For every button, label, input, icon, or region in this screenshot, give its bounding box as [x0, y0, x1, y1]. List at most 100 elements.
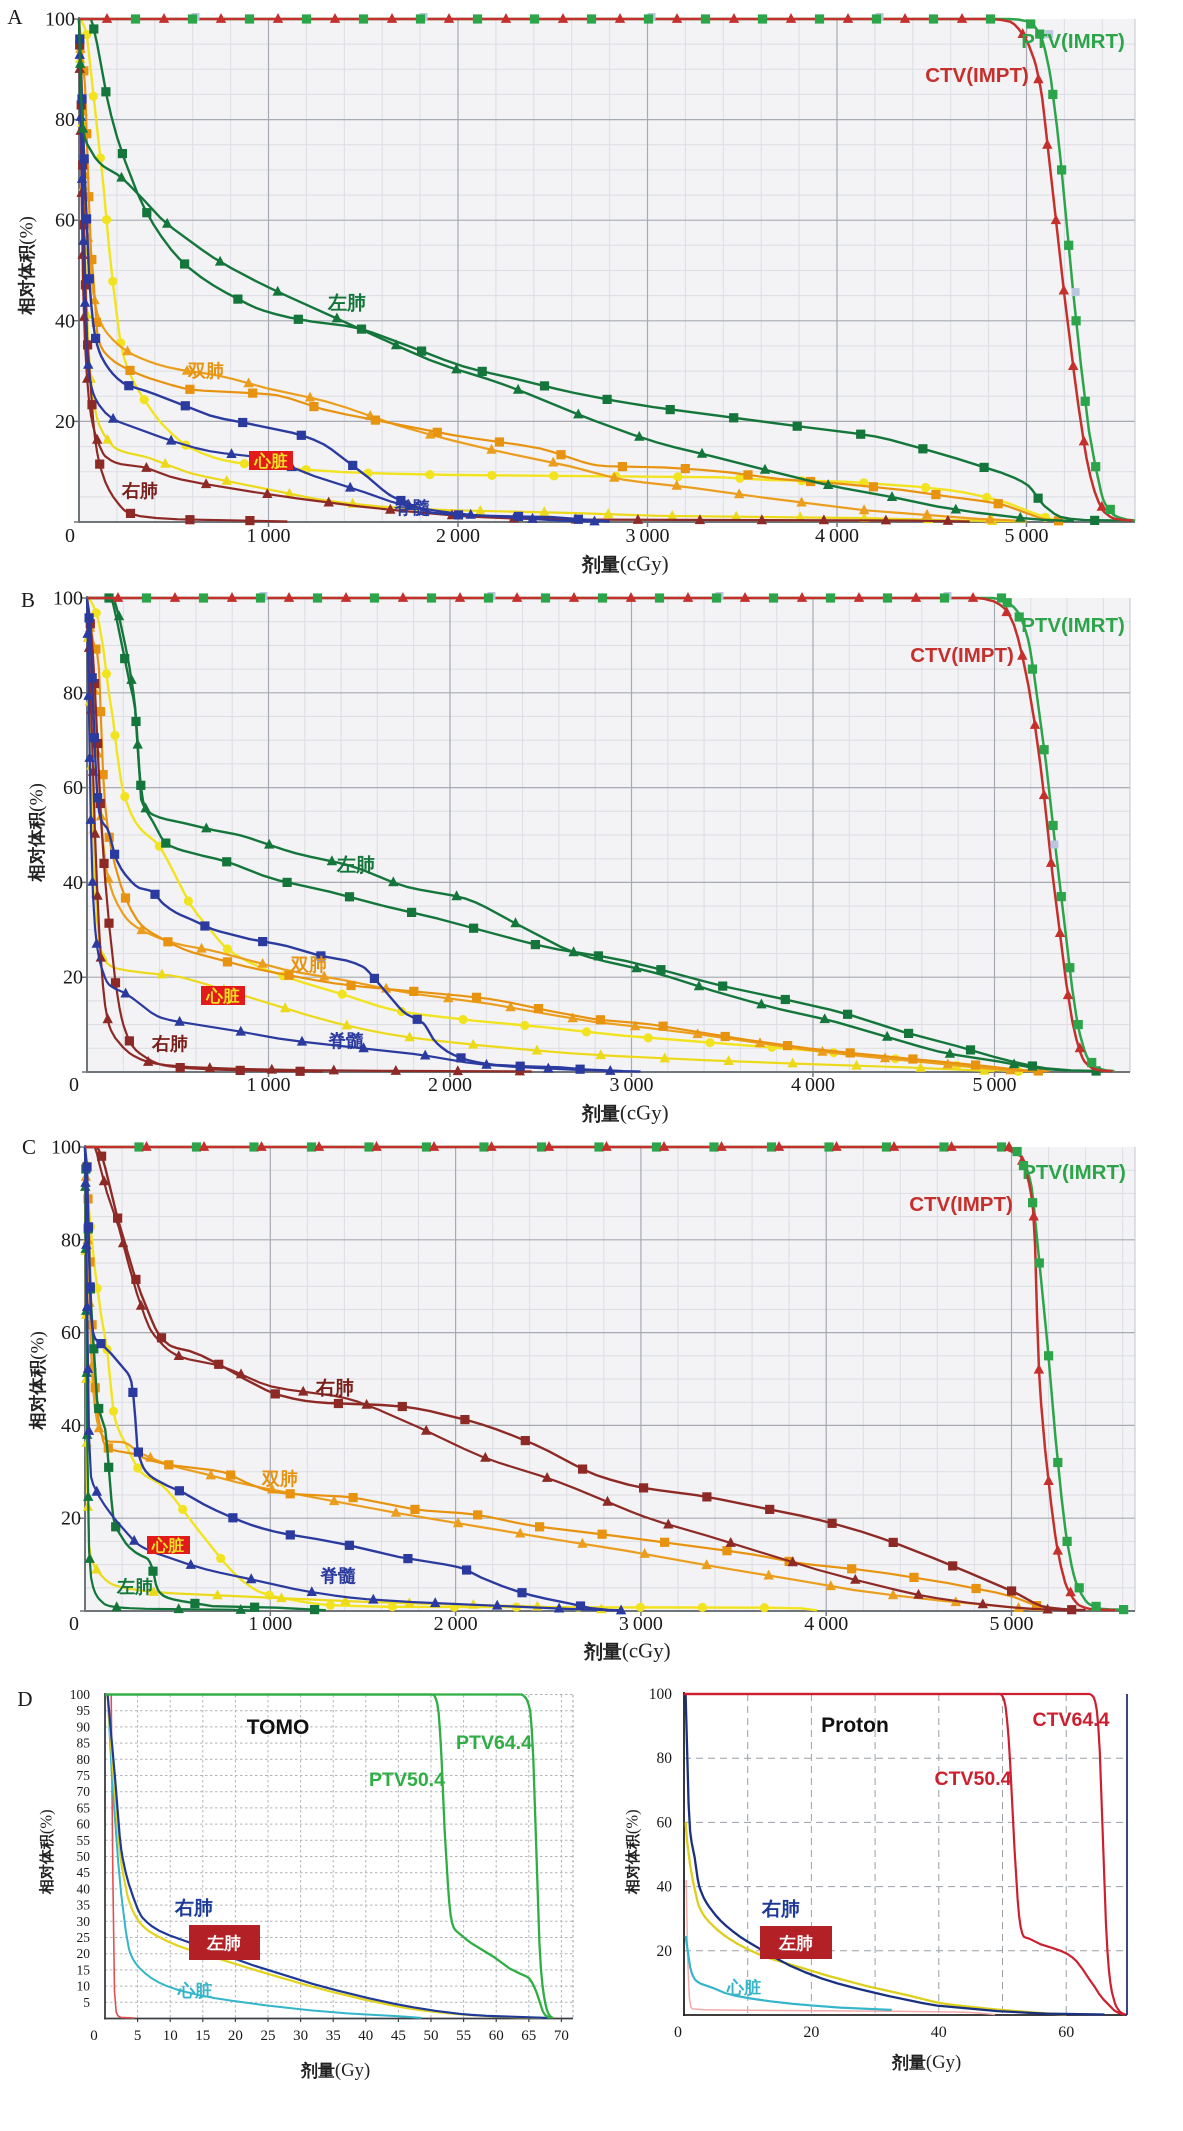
svg-text:50: 50 — [77, 1849, 91, 1864]
svg-text:(Gy): (Gy) — [335, 2060, 370, 2081]
svg-text:30: 30 — [77, 1914, 91, 1929]
svg-text:45: 45 — [77, 1865, 91, 1880]
svg-text:(%): (%) — [27, 1331, 48, 1360]
svg-text:60: 60 — [1058, 2024, 1074, 2041]
svg-text:60: 60 — [77, 1817, 91, 1832]
svg-text:0: 0 — [90, 2028, 98, 2044]
svg-text:2 000: 2 000 — [428, 1074, 472, 1096]
svg-text:25: 25 — [261, 2028, 276, 2044]
svg-text:15: 15 — [77, 1962, 91, 1977]
svg-text:95: 95 — [77, 1703, 91, 1718]
svg-text:60: 60 — [657, 1814, 673, 1831]
svg-text:PTV50.4: PTV50.4 — [369, 1769, 445, 1791]
svg-text:3 000: 3 000 — [609, 1074, 653, 1096]
svg-text:65: 65 — [77, 1800, 91, 1815]
svg-text:10: 10 — [77, 1979, 91, 1994]
svg-text:C: C — [22, 1135, 36, 1159]
svg-text:4 000: 4 000 — [815, 525, 859, 547]
svg-text:(%): (%) — [16, 216, 37, 245]
svg-text:100: 100 — [53, 588, 83, 610]
svg-text:80: 80 — [61, 1229, 81, 1251]
svg-text:40: 40 — [358, 2028, 373, 2044]
svg-text:CTV50.4: CTV50.4 — [935, 1768, 1012, 1790]
svg-text:(%): (%) — [36, 1809, 55, 1834]
svg-text:D: D — [17, 1687, 32, 1711]
svg-text:2 000: 2 000 — [434, 1613, 478, 1635]
svg-text:40: 40 — [55, 310, 75, 332]
svg-text:60: 60 — [61, 1322, 81, 1344]
svg-text:45: 45 — [391, 2028, 406, 2044]
svg-text:60: 60 — [63, 777, 83, 799]
svg-text:100: 100 — [70, 1687, 91, 1702]
svg-text:100: 100 — [51, 1137, 81, 1159]
svg-text:2 000: 2 000 — [436, 525, 480, 547]
svg-text:40: 40 — [63, 872, 83, 894]
svg-text:20: 20 — [61, 1508, 81, 1530]
svg-text:15: 15 — [195, 2028, 210, 2044]
svg-text:PTV(IMRT): PTV(IMRT) — [1022, 1161, 1126, 1184]
svg-text:A: A — [7, 5, 23, 29]
svg-text:5: 5 — [83, 1995, 90, 2010]
svg-text:1 000: 1 000 — [246, 525, 290, 547]
svg-text:(cGy): (cGy) — [622, 1639, 671, 1663]
svg-text:25: 25 — [77, 1930, 91, 1945]
svg-text:20: 20 — [63, 967, 83, 989]
svg-text:TOMO: TOMO — [247, 1716, 310, 1739]
svg-text:CTV64.4: CTV64.4 — [1033, 1709, 1110, 1731]
svg-text:60: 60 — [55, 210, 75, 232]
svg-text:70: 70 — [77, 1784, 91, 1799]
svg-text:(%): (%) — [622, 1809, 641, 1834]
svg-text:30: 30 — [293, 2028, 308, 2044]
svg-text:CTV(IMPT): CTV(IMPT) — [910, 644, 1014, 667]
svg-text:4 000: 4 000 — [791, 1074, 835, 1096]
svg-text:50: 50 — [424, 2028, 439, 2044]
svg-text:20: 20 — [55, 411, 75, 433]
svg-text:3 000: 3 000 — [625, 525, 669, 547]
svg-text:55: 55 — [77, 1833, 91, 1848]
svg-text:Proton: Proton — [821, 1714, 889, 1737]
svg-text:80: 80 — [63, 682, 83, 704]
svg-text:20: 20 — [657, 1943, 673, 1960]
svg-text:5 000: 5 000 — [972, 1074, 1016, 1096]
svg-text:5: 5 — [134, 2028, 142, 2044]
svg-text:75: 75 — [77, 1768, 91, 1783]
svg-text:85: 85 — [77, 1736, 91, 1751]
svg-text:CTV(IMPT): CTV(IMPT) — [909, 1193, 1013, 1216]
svg-text:(%): (%) — [26, 783, 47, 812]
svg-text:PTV(IMRT): PTV(IMRT) — [1021, 30, 1125, 53]
svg-text:0: 0 — [69, 1613, 79, 1635]
svg-text:40: 40 — [931, 2024, 947, 2041]
svg-text:80: 80 — [657, 1750, 673, 1767]
svg-text:60: 60 — [489, 2028, 504, 2044]
svg-text:20: 20 — [77, 1946, 91, 1961]
svg-text:(cGy): (cGy) — [620, 1101, 669, 1125]
svg-text:10: 10 — [163, 2028, 178, 2044]
svg-text:20: 20 — [228, 2028, 243, 2044]
svg-text:4 000: 4 000 — [804, 1613, 848, 1635]
svg-text:0: 0 — [674, 2024, 682, 2041]
svg-text:0: 0 — [69, 1074, 79, 1096]
svg-text:35: 35 — [77, 1898, 91, 1913]
svg-text:40: 40 — [657, 1879, 673, 1896]
svg-text:PTV64.4: PTV64.4 — [456, 1732, 532, 1754]
svg-text:80: 80 — [77, 1752, 91, 1767]
svg-text:PTV(IMRT): PTV(IMRT) — [1021, 614, 1125, 637]
svg-text:55: 55 — [456, 2028, 471, 2044]
svg-text:100: 100 — [649, 1686, 673, 1703]
svg-text:1 000: 1 000 — [246, 1074, 290, 1096]
svg-text:B: B — [21, 588, 35, 612]
svg-text:40: 40 — [77, 1881, 91, 1896]
svg-text:5 000: 5 000 — [989, 1613, 1033, 1635]
svg-text:100: 100 — [45, 9, 75, 31]
svg-text:0: 0 — [65, 525, 75, 547]
svg-text:(Gy): (Gy) — [926, 2052, 961, 2073]
svg-text:80: 80 — [55, 109, 75, 131]
svg-text:(cGy): (cGy) — [620, 552, 669, 576]
svg-text:35: 35 — [326, 2028, 341, 2044]
svg-text:5 000: 5 000 — [1004, 525, 1048, 547]
svg-text:3 000: 3 000 — [619, 1613, 663, 1635]
svg-text:1 000: 1 000 — [248, 1613, 292, 1635]
svg-text:70: 70 — [554, 2028, 569, 2044]
svg-text:65: 65 — [521, 2028, 536, 2044]
svg-text:20: 20 — [803, 2024, 819, 2041]
